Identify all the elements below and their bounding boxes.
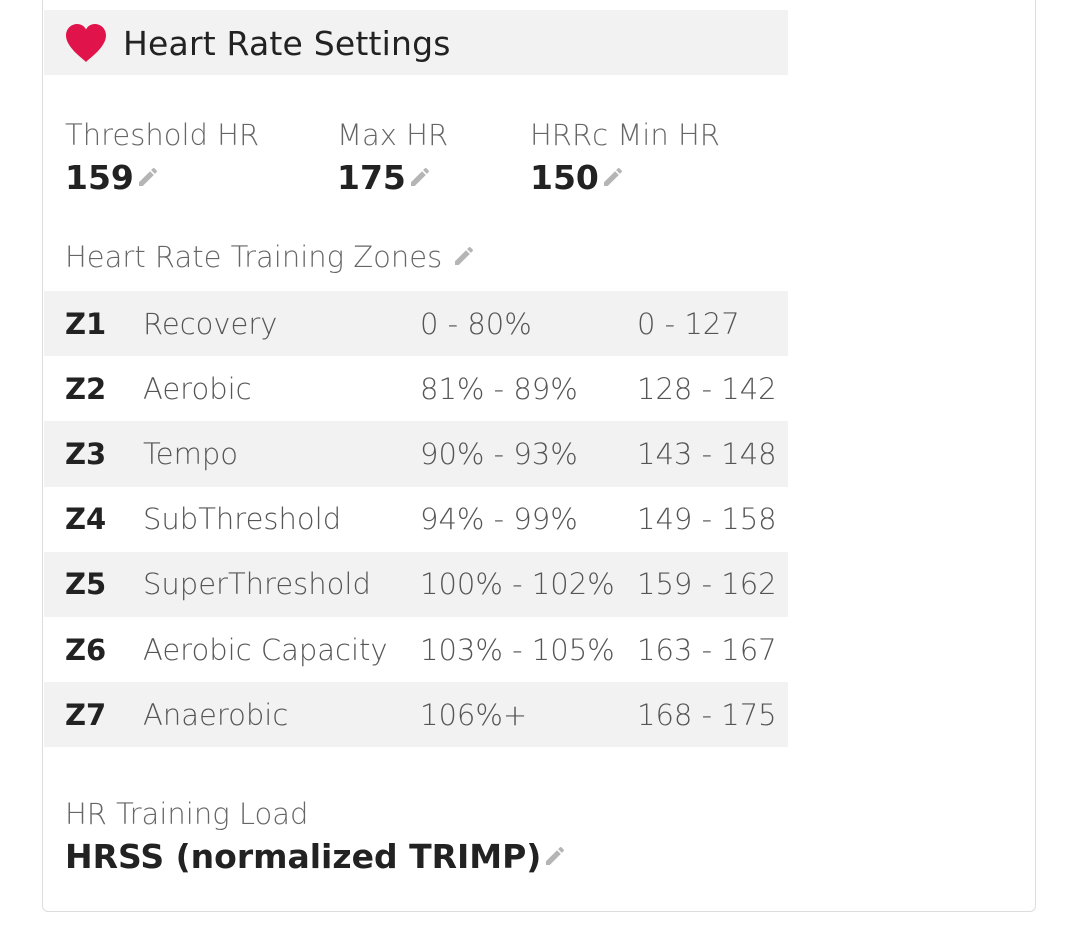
training-load-label: HR Training Load — [65, 797, 309, 831]
hrrc-min-hr-value: 150 — [530, 158, 599, 197]
zone-row: Z7 Anaerobic 106%+ 168 - 175 — [44, 682, 788, 748]
training-zones-heading: Heart Rate Training Zones — [65, 240, 476, 274]
edit-threshold-hr-pencil-icon[interactable] — [136, 165, 160, 189]
zone-name: Tempo — [143, 436, 239, 471]
hr-training-load: HR Training Load HRSS (normalized TRIMP) — [65, 797, 567, 876]
zone-row: Z1 Recovery 0 - 80% 0 - 127 — [44, 291, 788, 357]
zone-percent-range: 94% - 99% — [420, 502, 578, 537]
hrrc-min-hr-stat: HRRc Min HR 150 — [530, 118, 720, 197]
hrrc-min-hr-label: HRRc Min HR — [530, 118, 720, 152]
zone-id: Z6 — [65, 632, 107, 667]
zone-bpm-range: 0 - 127 — [637, 306, 740, 341]
zone-percent-range: 100% - 102% — [420, 567, 615, 602]
zone-row: Z3 Tempo 90% - 93% 143 - 148 — [44, 421, 788, 487]
zone-row: Z2 Aerobic 81% - 89% 128 - 142 — [44, 356, 788, 421]
zone-bpm-range: 128 - 142 — [637, 371, 777, 406]
edit-hrrc-min-hr-pencil-icon[interactable] — [601, 165, 625, 189]
zone-percent-range: 106%+ — [420, 697, 528, 732]
training-zones-title: Heart Rate Training Zones — [65, 240, 443, 274]
zone-id: Z5 — [65, 567, 107, 602]
heart-icon — [66, 24, 106, 62]
threshold-hr-stat: Threshold HR 159 — [65, 118, 259, 197]
zone-id: Z1 — [65, 306, 107, 341]
zone-name: Anaerobic — [143, 697, 289, 732]
zone-bpm-range: 168 - 175 — [637, 697, 777, 732]
zone-row: Z5 SuperThreshold 100% - 102% 159 - 162 — [44, 551, 788, 617]
max-hr-label: Max HR — [337, 118, 449, 152]
zone-bpm-range: 149 - 158 — [637, 502, 777, 537]
zone-name: SuperThreshold — [143, 567, 371, 602]
edit-training-zones-pencil-icon[interactable] — [452, 244, 476, 268]
zone-id: Z7 — [65, 697, 107, 732]
zone-name: SubThreshold — [143, 502, 342, 537]
zone-bpm-range: 143 - 148 — [637, 436, 777, 471]
zone-name: Aerobic Capacity — [143, 632, 388, 667]
zone-row: Z4 SubThreshold 94% - 99% 149 - 158 — [44, 487, 788, 552]
zone-percent-range: 90% - 93% — [420, 436, 578, 471]
max-hr-stat: Max HR 175 — [337, 118, 448, 197]
training-load-value: HRSS (normalized TRIMP) — [65, 837, 542, 876]
max-hr-value: 175 — [337, 158, 406, 197]
edit-max-hr-pencil-icon[interactable] — [408, 165, 432, 189]
zone-bpm-range: 163 - 167 — [637, 632, 777, 667]
training-zones-table: Z1 Recovery 0 - 80% 0 - 127 Z2 Aerobic 8… — [44, 291, 788, 748]
zone-name: Recovery — [143, 306, 278, 341]
zone-percent-range: 0 - 80% — [420, 306, 532, 341]
threshold-hr-label: Threshold HR — [65, 118, 260, 152]
zone-id: Z2 — [65, 371, 107, 406]
zone-name: Aerobic — [143, 371, 252, 406]
zone-id: Z4 — [65, 502, 107, 537]
threshold-hr-value: 159 — [65, 158, 134, 197]
zone-bpm-range: 159 - 162 — [637, 567, 777, 602]
zone-row: Z6 Aerobic Capacity 103% - 105% 163 - 16… — [44, 617, 788, 682]
zone-id: Z3 — [65, 436, 107, 471]
card-header: Heart Rate Settings — [44, 10, 788, 75]
page-title: Heart Rate Settings — [123, 24, 451, 63]
zone-percent-range: 103% - 105% — [420, 632, 615, 667]
zone-percent-range: 81% - 89% — [420, 371, 578, 406]
edit-training-load-pencil-icon[interactable] — [543, 844, 567, 868]
